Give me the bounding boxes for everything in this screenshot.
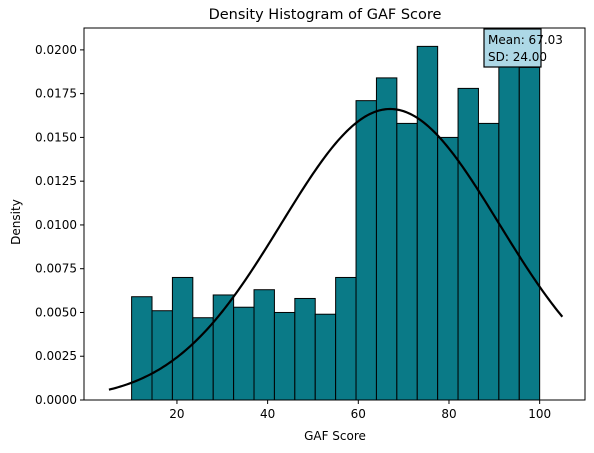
- x-tick-label: 20: [169, 407, 184, 421]
- histogram-bar: [171, 276, 194, 401]
- stats-annotation: Mean: 67.03 SD: 24.00: [483, 28, 563, 68]
- histogram-bar: [355, 100, 377, 401]
- normal-curve-line: [108, 107, 564, 391]
- y-tick-label: 0.0150: [35, 130, 77, 144]
- mean-annotation: Mean: 67.03: [488, 33, 563, 47]
- plot-frame: [83, 27, 586, 401]
- chart-title: Density Histogram of GAF Score: [209, 7, 442, 23]
- x-tick-label: 80: [441, 407, 456, 421]
- histogram-bar: [192, 317, 214, 401]
- histogram-bar: [335, 276, 357, 401]
- stats-annotation-box: [483, 28, 542, 68]
- sd-annotation: SD: 24.00: [488, 50, 547, 64]
- histogram-bar: [131, 296, 153, 401]
- histogram-bar: [396, 122, 418, 401]
- histogram-bar: [314, 313, 337, 401]
- histogram-bar: [294, 297, 316, 401]
- histogram-bar: [273, 311, 296, 401]
- y-tick-label: 0.0125: [35, 174, 77, 188]
- histogram-bar: [457, 87, 479, 401]
- y-tick-label: 0.0200: [35, 43, 77, 57]
- y-tick-label: 0.0100: [35, 218, 77, 232]
- histogram-bar: [416, 45, 439, 401]
- histogram-bar: [437, 136, 459, 401]
- x-tick-label: 40: [260, 407, 275, 421]
- histogram-bar: [253, 289, 275, 401]
- histogram-bar: [498, 61, 520, 401]
- ticks: 20 40 60 80 100 0.0000 0.0025 0.0050 0.0075 0.010…: [35, 43, 551, 421]
- x-axis-label: GAF Score: [304, 429, 366, 443]
- histogram-bars: [131, 45, 541, 401]
- histogram-bar: [151, 310, 173, 401]
- y-axis-label: Density: [9, 199, 23, 245]
- histogram-bar: [477, 122, 500, 401]
- y-tick-label: 0.0075: [35, 262, 77, 276]
- normal-curve-layer: [108, 107, 564, 391]
- histogram-bar: [375, 77, 398, 401]
- y-tick-label: 0.0000: [35, 393, 77, 407]
- histogram-bar: [518, 66, 541, 401]
- y-tick-label: 0.0175: [35, 87, 77, 101]
- x-tick-label: 60: [351, 407, 366, 421]
- axes: [83, 27, 586, 401]
- y-tick-label: 0.0025: [35, 349, 77, 363]
- histogram-bar: [233, 306, 255, 401]
- x-tick-label: 100: [528, 407, 551, 421]
- y-tick-label: 0.0050: [35, 305, 77, 319]
